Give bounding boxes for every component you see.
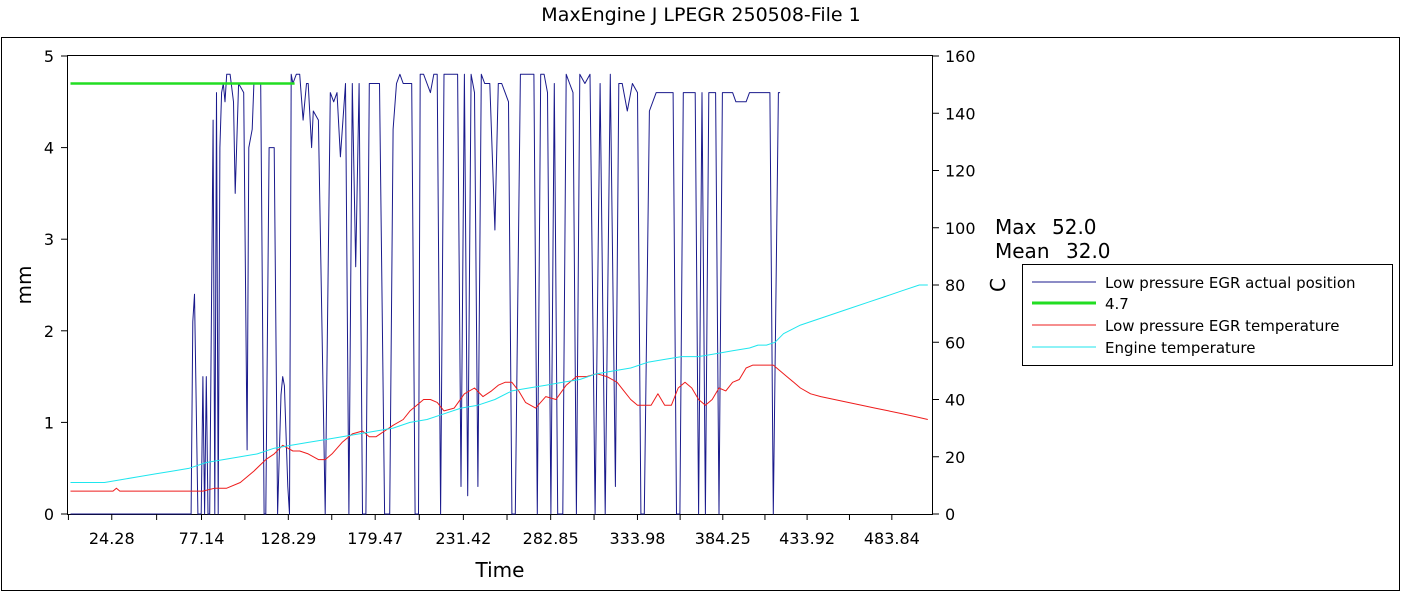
x-tick-label: 483.84 (864, 529, 920, 548)
x-tick-label: 282.85 (523, 529, 579, 548)
left-tick-label: 1 (44, 413, 54, 432)
stats-block: Max 52.0 Mean 32.0 (995, 215, 1111, 263)
right-tick-label: 160 (945, 47, 976, 66)
plot-area (67, 55, 933, 515)
legend-label-threshold: 4.7 (1105, 295, 1129, 313)
stat-max-value: 52.0 (1052, 215, 1097, 239)
left-tick-label: 5 (44, 47, 54, 66)
left-tick-label: 0 (44, 505, 54, 524)
x-axis: 24.28 77.14 128.29 179.47 231.42 282.85 333.98… (67, 514, 920, 548)
legend-label-egr-position: Low pressure EGR actual position (1105, 274, 1356, 292)
x-tick-label: 384.25 (695, 529, 751, 548)
right-axis: 0 20 40 60 80 100 120 140 160 (932, 47, 976, 524)
stat-max-label: Max (995, 215, 1037, 239)
right-axis-label: C (986, 278, 1010, 292)
x-tick-label: 231.42 (435, 529, 491, 548)
legend-label-engine-temperature: Engine temperature (1105, 339, 1255, 357)
legend-box (1022, 264, 1393, 366)
series-layer (70, 73, 928, 515)
x-tick-label: 128.29 (260, 529, 316, 548)
legend: Low pressure EGR actual position 4.7 Low… (1022, 264, 1393, 366)
right-tick-label: 60 (945, 333, 965, 352)
right-tick-label: 40 (945, 391, 965, 410)
right-tick-label: 100 (945, 219, 976, 238)
x-tick-label: 24.28 (89, 529, 135, 548)
stat-mean-value: 32.0 (1066, 239, 1111, 263)
right-tick-label: 20 (945, 448, 965, 467)
right-tick-label: 120 (945, 162, 976, 181)
right-tick-label: 0 (945, 505, 955, 524)
chart-title: MaxEngine J LPEGR 250508-File 1 (541, 4, 860, 26)
legend-label-egr-temperature: Low pressure EGR temperature (1105, 317, 1339, 335)
x-tick-label: 433.92 (779, 529, 835, 548)
x-tick-label: 333.98 (609, 529, 665, 548)
right-tick-label: 80 (945, 276, 965, 295)
series-line-engine-temperature (70, 284, 928, 483)
left-tick-label: 4 (44, 139, 54, 158)
x-tick-label: 77.14 (179, 529, 225, 548)
stat-mean-label: Mean (995, 239, 1050, 263)
left-tick-label: 2 (44, 322, 54, 341)
series-line-egr-temperature (70, 364, 928, 492)
right-tick-label: 140 (945, 104, 976, 123)
left-tick-label: 3 (44, 230, 54, 249)
left-axis-label: mm (12, 266, 36, 305)
x-axis-label: Time (475, 558, 525, 582)
series-line-egr-position (70, 73, 781, 515)
x-tick-label: 179.47 (347, 529, 403, 548)
left-axis: 0 1 2 3 4 5 (44, 47, 68, 524)
